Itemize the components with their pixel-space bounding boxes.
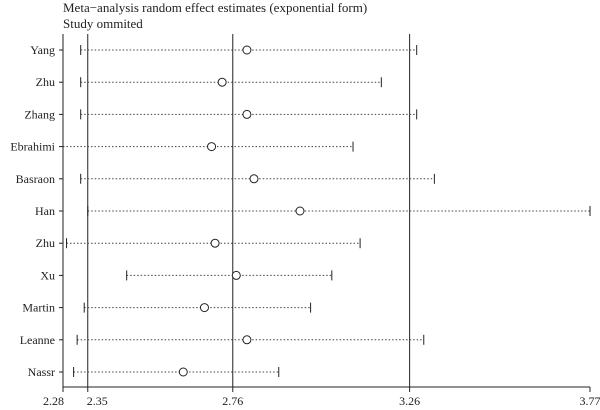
estimate-point-6 [210,238,220,248]
study-label-5: Han [35,204,55,218]
study-label-3: Ebrahimi [10,140,55,154]
estimate-point-7 [231,270,241,280]
estimate-point-2 [242,109,252,119]
estimate-point-3 [207,142,217,152]
estimate-point-1 [217,77,227,87]
study-label-1: Zhu [36,75,55,89]
study-label-9: Leanne [20,333,55,347]
study-label-7: Xu [40,268,55,282]
estimate-point-9 [242,335,252,345]
estimate-point-10 [178,367,188,377]
study-label-4: Basraon [16,172,55,186]
estimate-point-0 [242,45,252,55]
chart-title: Meta−analysis random effect estimates (e… [63,0,368,15]
study-label-0: Yang [30,43,55,57]
estimate-point-4 [249,174,259,184]
x-tick-label-1: 2.35 [87,394,108,408]
study-label-2: Zhang [24,107,55,121]
study-label-10: Nassr [28,365,55,379]
x-tick-label-0: 2.28 [43,394,64,408]
study-label-6: Zhu [36,236,55,250]
x-tick-label-4: 3.77 [580,394,600,408]
estimate-point-5 [295,206,305,216]
study-label-8: Martin [22,301,55,315]
x-tick-label-2: 2.76 [222,394,243,408]
x-tick-label-3: 3.26 [399,394,420,408]
chart-subtitle: Study ommited [63,16,143,31]
estimate-point-8 [199,303,209,313]
